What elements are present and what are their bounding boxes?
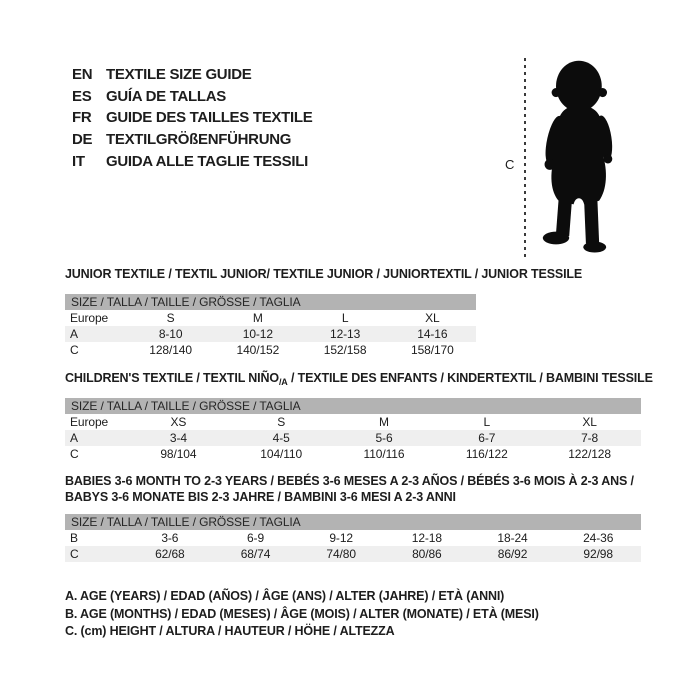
footnote-a: A. AGE (YEARS) / EDAD (AÑOS) / ÂGE (ANS)… — [65, 589, 505, 603]
footnotes: A. AGE (YEARS) / EDAD (AÑOS) / ÂGE (ANS)… — [65, 588, 539, 641]
table-cell: 7-8 — [581, 431, 599, 445]
table-cell: 80/86 — [412, 547, 442, 561]
row-label: Europe — [70, 415, 109, 429]
table-cell: 68/74 — [240, 547, 271, 561]
row-label: C — [70, 547, 79, 561]
height-marker-label: C — [505, 157, 515, 172]
table-cell: XS — [170, 415, 187, 429]
babies-table-title: BABIES 3-6 MONTH TO 2-3 YEARS / BEBÉS 3-… — [65, 474, 634, 505]
table-cell: 18-24 — [497, 531, 528, 545]
language-label: GUIDE DES TAILLES TEXTILE — [106, 109, 313, 127]
junior-size-table: SIZE / TALLA / TAILLE / GRÖSSE / TAGLIA … — [65, 294, 476, 358]
row-label: C — [70, 447, 79, 461]
table-cell: 9-12 — [329, 531, 353, 545]
language-code: ES — [72, 87, 92, 105]
table-cell: 92/98 — [583, 547, 613, 561]
table-cell: 12-18 — [411, 531, 442, 545]
size-header-bar: SIZE / TALLA / TAILLE / GRÖSSE / TAGLIA — [65, 294, 476, 310]
table-cell: 140/152 — [236, 343, 280, 357]
language-label: TEXTILE SIZE GUIDE — [106, 66, 252, 83]
table-cell: L — [483, 415, 491, 429]
children-size-table: SIZE / TALLA / TAILLE / GRÖSSE / TAGLIA … — [65, 398, 641, 462]
table-cell: 116/122 — [465, 447, 508, 461]
junior-table-title: JUNIOR TEXTILE / TEXTIL JUNIOR/ TEXTILE … — [65, 267, 583, 281]
table-cell: 12-13 — [330, 327, 361, 341]
table-row-age: A 3-4 4-5 5-6 6-7 7-8 — [65, 430, 641, 446]
language-code: DE — [72, 131, 93, 149]
size-header-bar: SIZE / TALLA / TAILLE / GRÖSSE / TAGLIA — [65, 514, 641, 530]
table-cell: 6-7 — [478, 431, 496, 445]
table-cell: 152/158 — [323, 343, 367, 357]
table-row-height: C 98/104 104/110 110/116 116/122 122/128 — [65, 446, 641, 462]
language-label: TEXTILGRÖßENFÜHRUNG — [106, 131, 292, 149]
size-header-bar: SIZE / TALLA / TAILLE / GRÖSSE / TAGLIA — [65, 398, 641, 414]
table-cell: XL — [425, 311, 440, 325]
table-row-europe: Europe S M L XL — [65, 310, 476, 326]
row-label: Europe — [70, 311, 109, 325]
table-row-height: C 62/68 68/74 74/80 80/86 86/92 92/98 — [65, 546, 641, 562]
language-row-fr: FR GUIDE DES TAILLES TEXTILE — [72, 107, 313, 129]
table-cell: 24-36 — [583, 531, 614, 545]
table-row-height: C 128/140 140/152 152/158 158/170 — [65, 342, 476, 358]
table-cell: 104/110 — [260, 447, 303, 461]
language-row-it: IT GUIDA ALLE TAGLIE TESSILI — [72, 151, 312, 173]
table-cell: 14-16 — [417, 327, 448, 341]
babies-title-line2: BABYS 3-6 MONATE BIS 2-3 JAHRE / BAMBINI… — [65, 489, 456, 504]
language-code: IT — [72, 152, 85, 170]
table-cell: XL — [582, 415, 597, 429]
language-label: GUÍA DE TALLAS — [106, 87, 226, 105]
language-label: GUIDA ALLE TAGLIE TESSILI — [106, 152, 308, 170]
table-cell: M — [379, 415, 389, 429]
table-row-age: A 8-10 10-12 12-13 14-16 — [65, 326, 476, 342]
babies-title-line1: BABIES 3-6 MONTH TO 2-3 YEARS / BEBÉS 3-… — [65, 474, 634, 488]
children-title-prefix: CHILDREN'S TEXTILE / TEXTIL NIÑO — [65, 371, 279, 385]
table-cell: L — [341, 311, 349, 325]
table-cell: 5-6 — [375, 431, 393, 445]
language-row-es: ES GUÍA DE TALLAS — [72, 86, 312, 108]
language-code: EN — [72, 66, 93, 83]
row-label: B — [70, 531, 78, 545]
table-cell: 86/92 — [497, 547, 528, 561]
table-cell: 62/68 — [155, 547, 185, 561]
row-label: A — [70, 431, 78, 445]
height-dotted-line — [524, 58, 526, 260]
table-cell: 128/140 — [149, 343, 192, 357]
language-list: EN TEXTILE SIZE GUIDE ES GUÍA DE TALLAS … — [72, 64, 313, 173]
language-row-en: EN TEXTILE SIZE GUIDE — [72, 64, 312, 86]
table-cell: 122/128 — [568, 447, 611, 461]
toddler-silhouette-image — [542, 60, 613, 253]
footnote-b: B. AGE (MONTHS) / EDAD (MESES) / ÂGE (MO… — [65, 606, 539, 621]
children-table-title: CHILDREN'S TEXTILE / TEXTIL NIÑO/A / TEX… — [65, 371, 653, 388]
table-cell: S — [166, 311, 175, 325]
table-cell: 8-10 — [158, 327, 183, 341]
table-cell: 3-4 — [169, 431, 187, 445]
language-row-de: DE TEXTILGRÖßENFÜHRUNG — [72, 129, 312, 151]
table-cell: 10-12 — [242, 327, 273, 341]
language-code: FR — [72, 109, 92, 127]
table-cell: M — [252, 311, 263, 325]
table-cell: 74/80 — [326, 547, 356, 561]
table-cell: 110/116 — [363, 447, 405, 461]
table-cell: 158/170 — [411, 343, 454, 357]
table-cell: 6-9 — [246, 531, 265, 545]
children-title-subscript: /A — [278, 376, 288, 387]
table-cell: 4-5 — [272, 431, 290, 445]
row-label: A — [70, 327, 78, 341]
table-cell: 3-6 — [161, 531, 179, 545]
row-label: C — [70, 343, 79, 357]
table-cell: 98/104 — [160, 447, 197, 461]
footnote-c: C. (cm) HEIGHT / ALTURA / HAUTEUR / HÖHE… — [65, 624, 395, 638]
children-title-suffix: / TEXTILE DES ENFANTS / KINDERTEXTIL / B… — [287, 371, 653, 385]
table-cell: S — [277, 415, 286, 429]
babies-size-table: SIZE / TALLA / TAILLE / GRÖSSE / TAGLIA … — [65, 514, 641, 562]
table-row-europe: Europe XS S M L XL — [65, 414, 641, 430]
table-row-age-months: B 3-6 6-9 9-12 12-18 18-24 24-36 — [65, 530, 641, 546]
